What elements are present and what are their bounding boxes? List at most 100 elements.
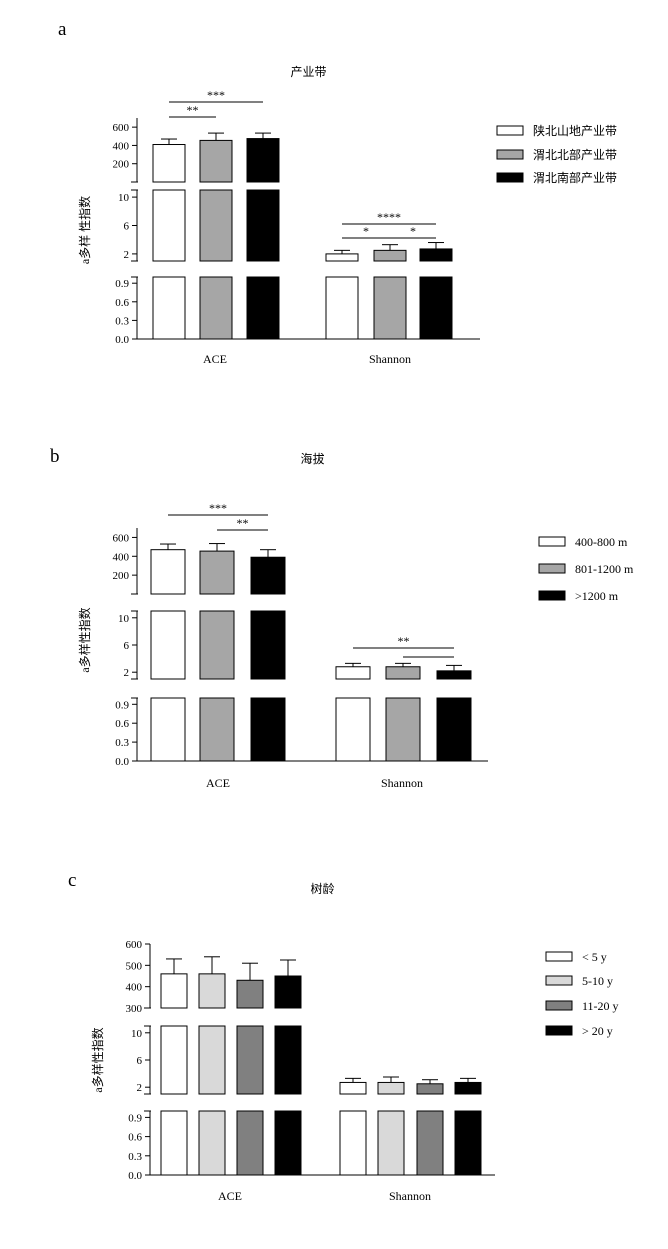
y-tick-label: 10: [118, 613, 130, 625]
bar-ace-1-part: [199, 697, 235, 762]
y-tick-label: 0.0: [128, 1170, 142, 1182]
y-tick-label: 10: [118, 192, 130, 204]
bar-ace-2-part: [250, 610, 286, 680]
bar-ace-0-part: [160, 1025, 188, 1095]
bar-shannon-0-part: [335, 697, 371, 762]
legend-swatch: [538, 563, 566, 574]
legend-swatch: [545, 951, 573, 962]
y-tick-label: 400: [113, 551, 130, 563]
legend-swatch: [496, 149, 524, 160]
bar-ace-1-part: [198, 1025, 226, 1095]
panel-letter: a: [58, 19, 67, 40]
bar-shannon-3-part: [454, 1110, 482, 1176]
bar-ace-1: [198, 973, 226, 1009]
y-tick-label: 0.9: [115, 278, 129, 290]
legend-swatch: [538, 590, 566, 601]
y-tick-label: 200: [113, 570, 130, 582]
significance-label: **: [237, 516, 249, 530]
legend-label: 5-10 y: [582, 974, 613, 988]
bar-shannon-2: [419, 248, 453, 262]
bar-ace-0-part: [160, 1110, 188, 1176]
bar-ace-1-part: [199, 610, 235, 680]
x-tick-label: Shannon: [381, 776, 423, 790]
significance-label: *: [410, 224, 416, 238]
bar-shannon-0: [335, 666, 371, 680]
bar-shannon-1: [385, 666, 421, 680]
bar-ace-3: [274, 975, 302, 1009]
legend-label: > 20 y: [582, 1024, 613, 1038]
bar-ace-2-part: [236, 1110, 264, 1176]
legend-label: < 5 y: [582, 950, 607, 964]
bar-ace-3-part: [274, 1025, 302, 1095]
panel-c: c 树龄 a多样性指数 0.0 0.3 0.6 0.9 2 6 10 300 400 500 600 ACE…: [68, 870, 619, 1203]
y-tick-label: 2: [124, 667, 130, 679]
chart-title: 海拔: [300, 451, 324, 466]
y-axis-label: a多样性指数: [77, 607, 92, 672]
x-tick-label: ACE: [206, 776, 230, 790]
y-tick-label: 600: [126, 939, 143, 951]
legend-swatch: [545, 1025, 573, 1036]
y-tick-label: 0.3: [128, 1151, 142, 1163]
bar-shannon-1-part: [373, 276, 407, 340]
bar-ace-2: [250, 556, 286, 595]
y-tick-label: 2: [124, 249, 130, 261]
significance-label: ***: [207, 88, 225, 102]
y-axis-label: a多样 性指数: [77, 196, 92, 264]
y-tick-label: 400: [126, 982, 143, 994]
bar-shannon-1: [373, 249, 407, 262]
y-tick-label: 6: [137, 1055, 143, 1067]
bar-ace-1: [199, 139, 233, 183]
bar-ace-2: [236, 979, 264, 1009]
bar-ace-1-part: [198, 1110, 226, 1176]
bar-shannon-1: [377, 1081, 405, 1095]
legend-label: 渭北南部产业带: [533, 170, 617, 185]
bar-shannon-1-part: [385, 697, 421, 762]
y-tick-label: 400: [113, 140, 130, 152]
y-tick-label: 500: [126, 960, 143, 972]
y-axis-label: a多样性指数: [90, 1027, 105, 1092]
bar-shannon-2: [436, 670, 472, 680]
legend-swatch: [538, 536, 566, 547]
y-tick-label: 2: [137, 1082, 143, 1094]
bar-shannon-0-part: [325, 276, 359, 340]
legend-swatch: [496, 172, 524, 183]
bar-ace-2: [246, 138, 280, 183]
y-tick-label: 0.9: [115, 699, 129, 711]
significance-label: **: [187, 103, 199, 117]
bar-shannon-0: [325, 253, 359, 262]
y-tick-label: 600: [113, 532, 130, 544]
legend-label: 11-20 y: [582, 999, 619, 1013]
x-tick-label: Shannon: [369, 352, 411, 366]
bar-ace-1-part: [199, 189, 233, 262]
bar-ace-0-part: [152, 189, 186, 262]
x-tick-label: ACE: [218, 1189, 242, 1203]
panel-a: a 产业带 a多样 性指数 0.0 0.3 0.6 0.9 2 6 10 200 400 600 ACE S…: [58, 19, 617, 366]
bar-ace-2-part: [246, 276, 280, 340]
bar-ace-2-part: [250, 697, 286, 762]
chart-title: 产业带: [290, 65, 326, 79]
x-tick-label: ACE: [203, 352, 227, 366]
legend-label: 渭北北部产业带: [533, 147, 617, 162]
bar-ace-2-part: [236, 1025, 264, 1095]
bar-ace-0-part: [150, 610, 186, 680]
panel-letter: b: [50, 446, 60, 467]
y-tick-label: 0.0: [115, 756, 129, 768]
y-tick-label: 0.9: [128, 1112, 142, 1124]
y-tick-label: 0.3: [115, 315, 129, 327]
bar-ace-1-part: [199, 276, 233, 340]
bar-shannon-2-part: [419, 276, 453, 340]
y-tick-label: 6: [124, 640, 130, 652]
bar-shannon-0: [339, 1081, 367, 1095]
legend-label: 801-1200 m: [575, 562, 634, 576]
bar-shannon-2: [416, 1083, 444, 1095]
bar-ace-0: [160, 973, 188, 1009]
bar-ace-0: [152, 144, 186, 183]
legend-swatch: [545, 1000, 573, 1011]
bar-ace-1: [199, 550, 235, 595]
chart-title: 树龄: [310, 881, 334, 896]
panel-b: b 海拔 a多样性指数 0.0 0.3 0.6 0.9 2 6 10 200 400 600 ACE Sha…: [50, 446, 634, 790]
bar-ace-0: [150, 549, 186, 595]
y-tick-label: 0.0: [115, 334, 129, 346]
bar-shannon-2-part: [416, 1110, 444, 1176]
